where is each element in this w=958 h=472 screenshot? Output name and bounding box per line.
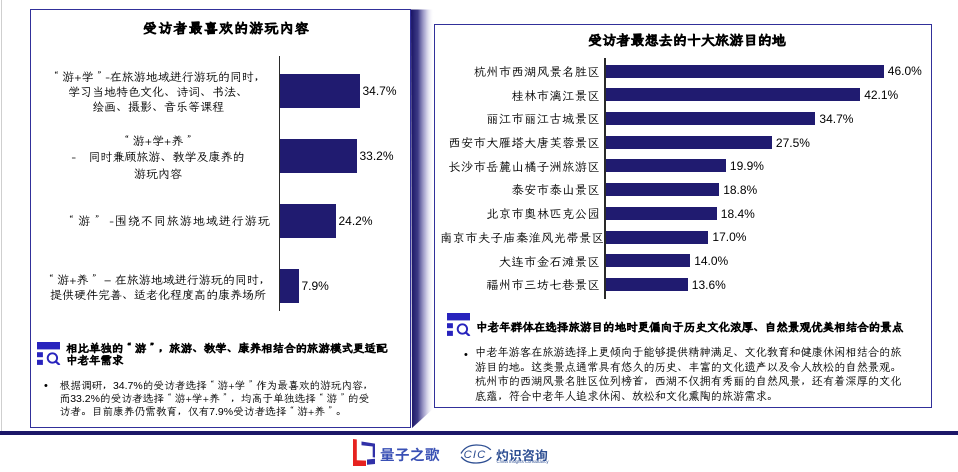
svg-text:CIC: CIC	[464, 449, 487, 461]
